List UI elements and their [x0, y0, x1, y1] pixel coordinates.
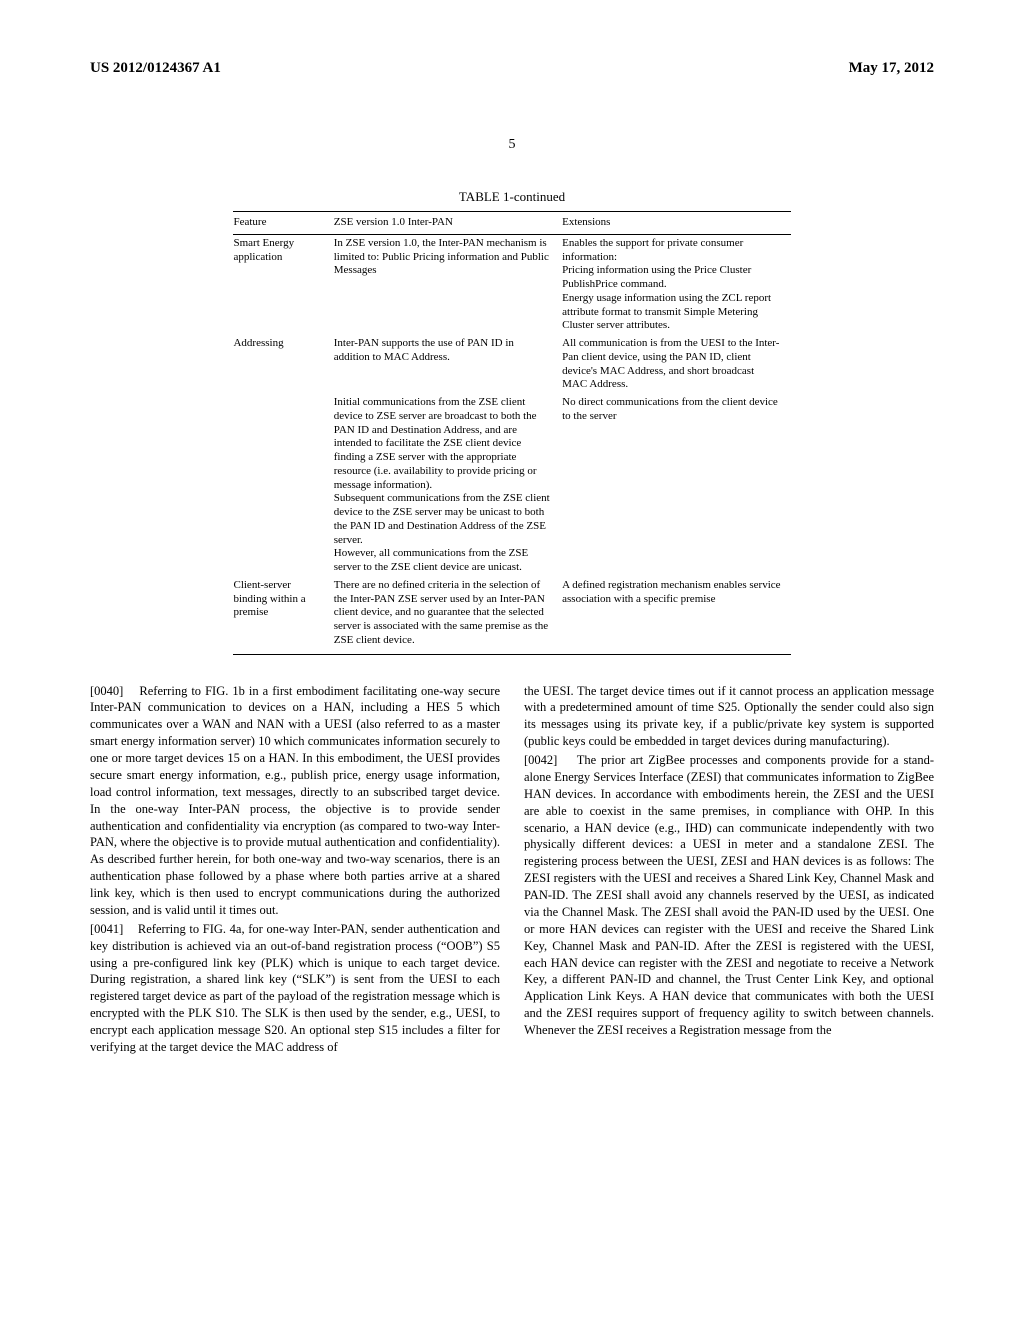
para-text: the UESI. The target device times out if…: [524, 684, 934, 749]
para-text: Referring to FIG. 1b in a first embodime…: [90, 684, 500, 917]
para-number: [0042]: [524, 753, 557, 767]
para-number: [0040]: [90, 684, 123, 698]
cell-ext: A defined registration mechanism enables…: [562, 577, 790, 654]
para-text: The prior art ZigBee processes and compo…: [524, 753, 934, 1037]
cell-zse: Initial communications from the ZSE clie…: [334, 394, 562, 577]
cell-ext: Enables the support for private consumer…: [562, 234, 790, 335]
header-left: US 2012/0124367 A1: [90, 60, 221, 77]
cell-zse: There are no defined criteria in the sel…: [334, 577, 562, 654]
cell-feature: [233, 394, 333, 577]
paragraph: [0041] Referring to FIG. 4a, for one-way…: [90, 921, 500, 1056]
table-row: Smart Energy application In ZSE version …: [233, 234, 790, 335]
table-caption: TABLE 1-continued: [90, 189, 934, 205]
paragraph: the UESI. The target device times out if…: [524, 683, 934, 751]
table-row: Client-server binding within a premise T…: [233, 577, 790, 654]
table-body: Smart Energy application In ZSE version …: [233, 234, 790, 654]
th-zse: ZSE version 1.0 Inter-PAN: [334, 212, 562, 235]
para-number: [0041]: [90, 922, 123, 936]
page-container: US 2012/0124367 A1 May 17, 2012 5 TABLE …: [0, 0, 1024, 1096]
cell-feature: Addressing: [233, 335, 333, 394]
body-text: [0040] Referring to FIG. 1b in a first e…: [90, 683, 934, 1056]
cell-feature: Smart Energy application: [233, 234, 333, 335]
paragraph: [0040] Referring to FIG. 1b in a first e…: [90, 683, 500, 919]
th-ext: Extensions: [562, 212, 790, 235]
table-row: Initial communications from the ZSE clie…: [233, 394, 790, 577]
page-number: 5: [90, 137, 934, 153]
cell-feature: Client-server binding within a premise: [233, 577, 333, 654]
header-right: May 17, 2012: [849, 60, 934, 77]
table-row: Addressing Inter-PAN supports the use of…: [233, 335, 790, 394]
cell-ext: All communication is from the UESI to th…: [562, 335, 790, 394]
para-text: Referring to FIG. 4a, for one-way Inter-…: [90, 922, 500, 1054]
cell-zse: Inter-PAN supports the use of PAN ID in …: [334, 335, 562, 394]
table-header-row: Feature ZSE version 1.0 Inter-PAN Extens…: [233, 212, 790, 235]
cell-ext: No direct communications from the client…: [562, 394, 790, 577]
cell-zse: In ZSE version 1.0, the Inter-PAN mechan…: [334, 234, 562, 335]
th-feature: Feature: [233, 212, 333, 235]
paragraph: [0042] The prior art ZigBee processes an…: [524, 752, 934, 1039]
features-table: Feature ZSE version 1.0 Inter-PAN Extens…: [233, 211, 790, 655]
page-header: US 2012/0124367 A1 May 17, 2012: [90, 60, 934, 77]
